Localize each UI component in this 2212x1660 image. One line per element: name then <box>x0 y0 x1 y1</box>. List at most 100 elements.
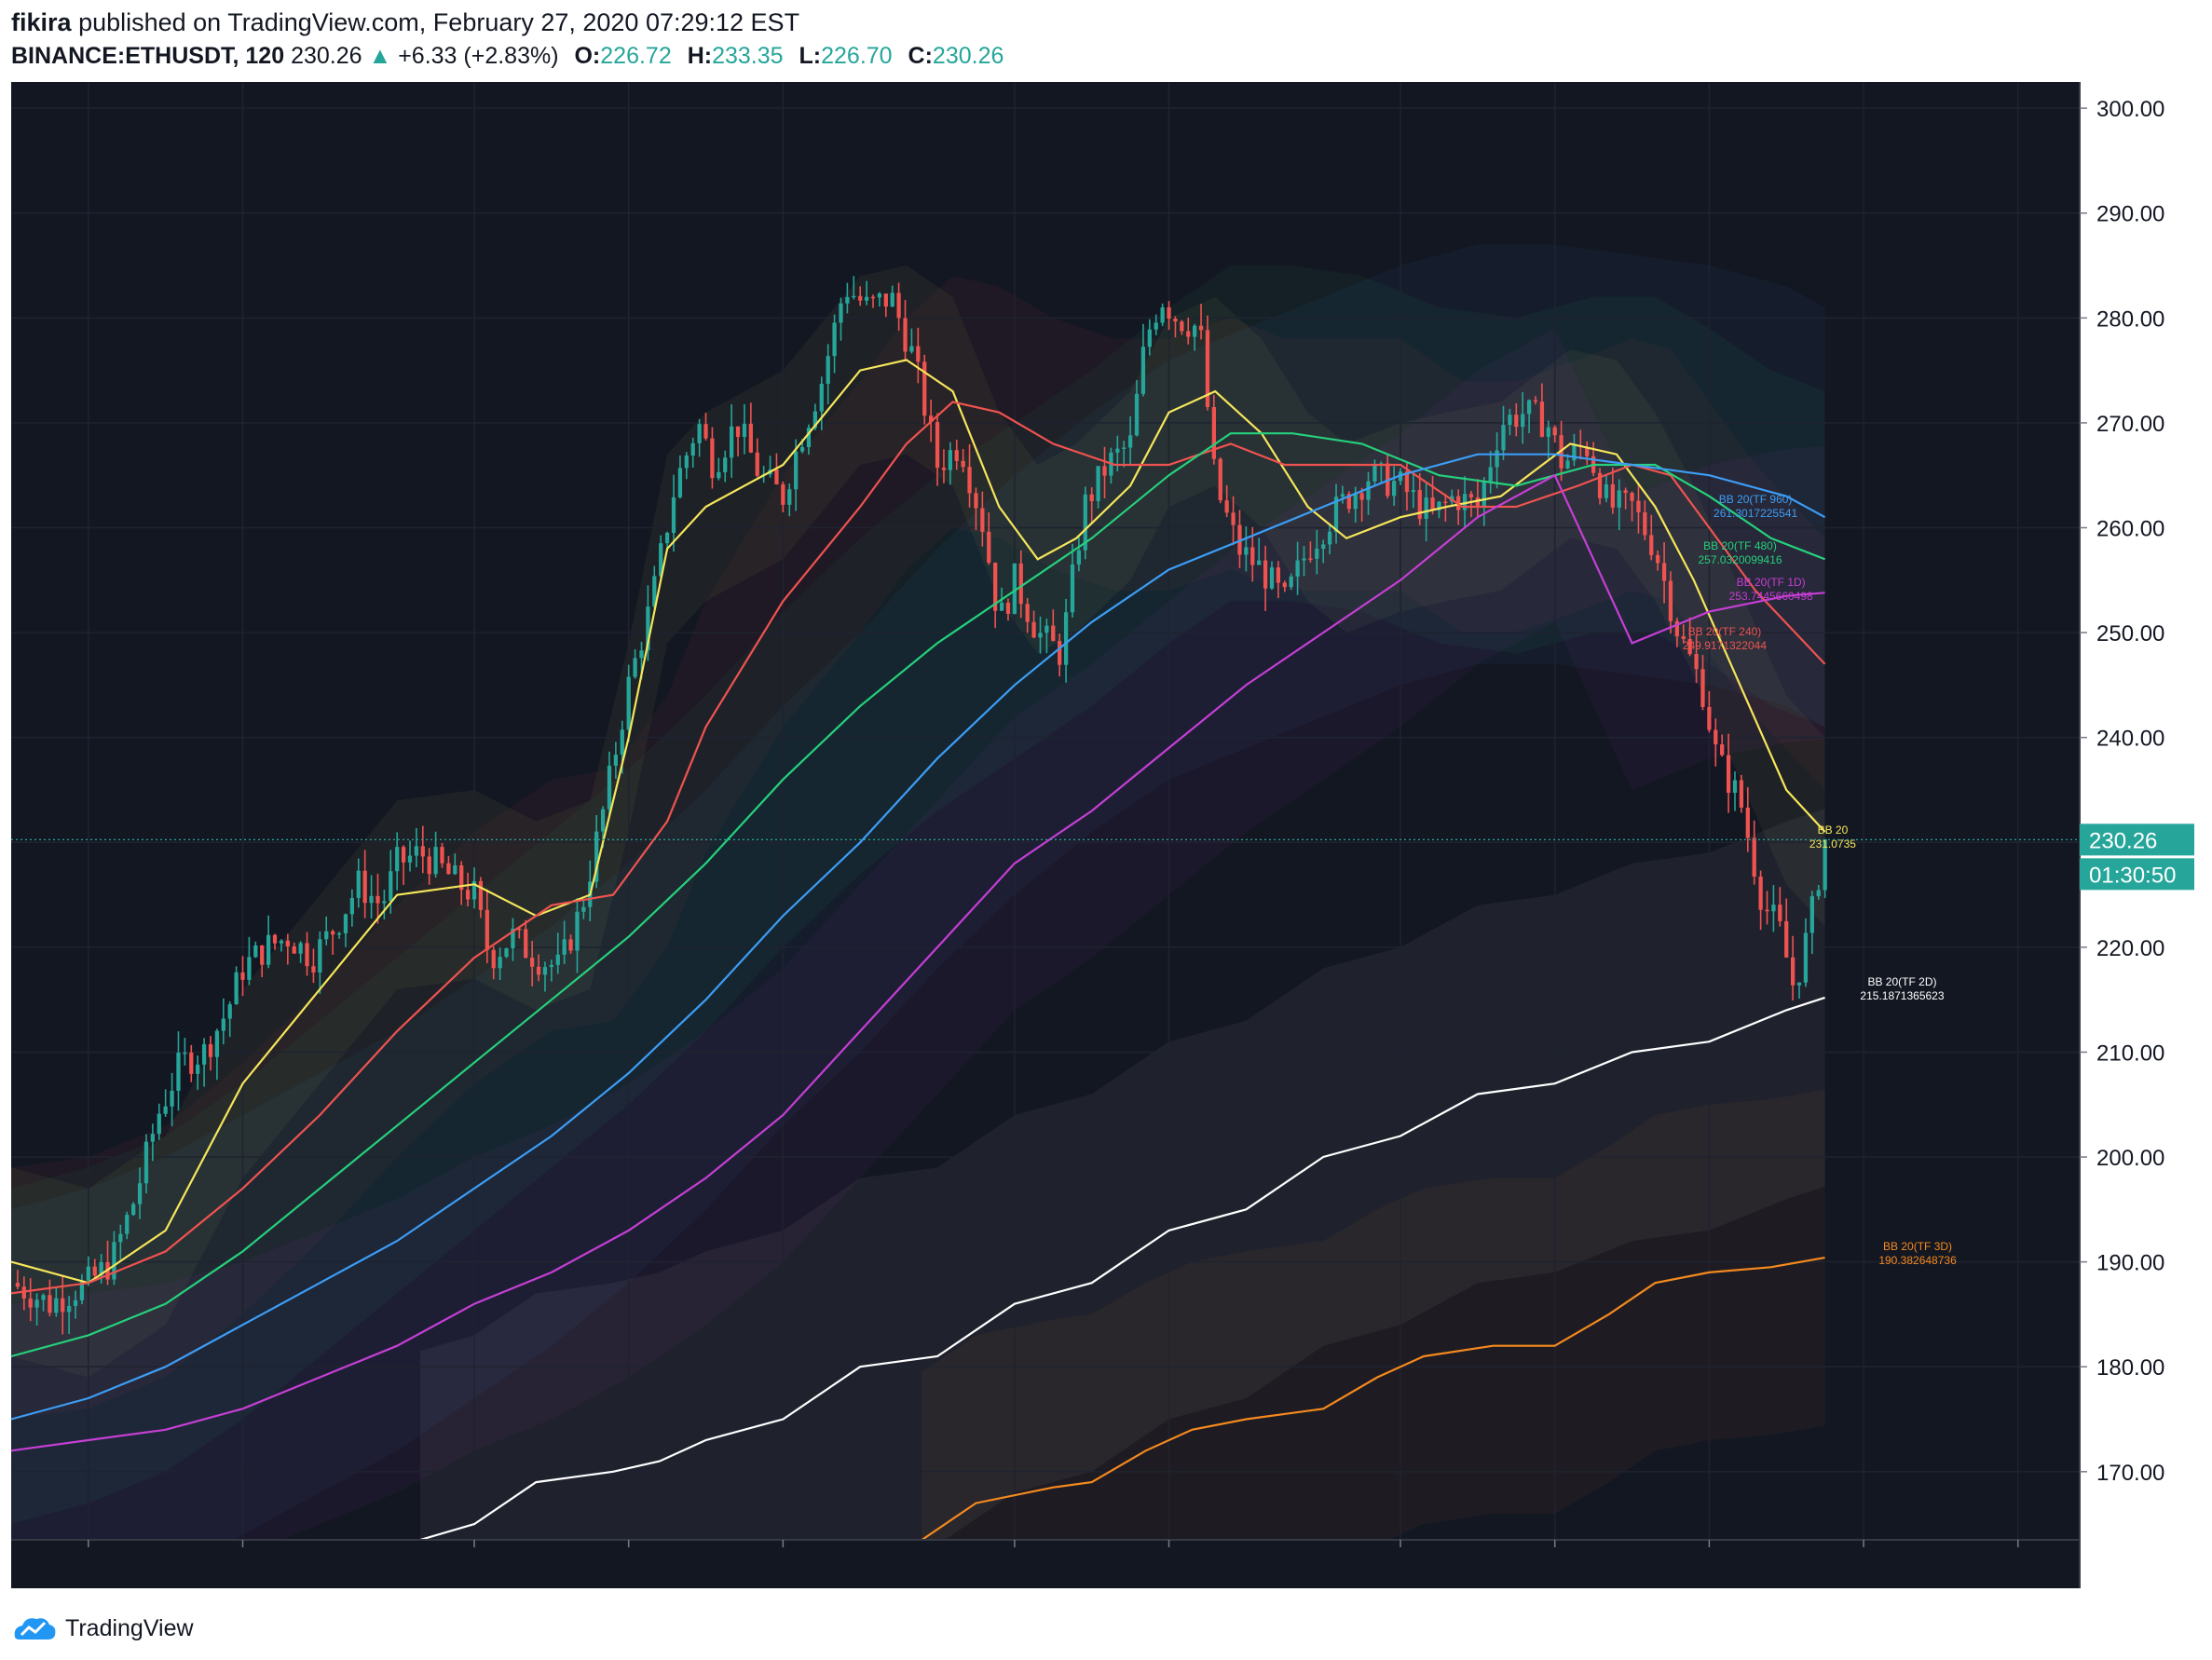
y-tick-label: 290.00 <box>2096 202 2164 227</box>
candle-body <box>1495 450 1499 468</box>
candle-body <box>1546 427 1550 437</box>
candle-body <box>1353 493 1358 510</box>
candle-body <box>491 949 496 969</box>
candle-body <box>723 457 728 472</box>
y-tick-label: 270.00 <box>2096 412 2164 437</box>
candle-body <box>266 934 271 965</box>
candle-body <box>1269 567 1275 589</box>
candle-body <box>1134 393 1140 436</box>
candle-body <box>852 295 856 298</box>
candle-body <box>1198 325 1204 331</box>
tradingview-logo-icon[interactable] <box>11 1614 58 1642</box>
author-name[interactable]: fikira <box>11 8 72 36</box>
band-fill-3 <box>11 244 1825 1540</box>
candle-body <box>845 296 850 304</box>
candle-body <box>536 966 541 975</box>
candle-body <box>1359 493 1364 500</box>
candle-body <box>1340 494 1345 497</box>
candle-body <box>459 865 464 891</box>
candle-body <box>1488 467 1493 482</box>
candle-body <box>1282 582 1287 588</box>
candle-body <box>1430 497 1435 510</box>
candle-body <box>407 855 413 863</box>
candle-body <box>433 847 438 875</box>
candle-body <box>28 1298 33 1308</box>
band-fill-2 <box>11 265 1825 1525</box>
candle-body <box>1063 612 1069 665</box>
y-tick-label: 180.00 <box>2096 1355 2164 1381</box>
candle-body <box>1636 500 1641 513</box>
candle-body <box>1623 490 1628 494</box>
candle-body <box>1745 807 1750 838</box>
candle-body <box>1521 414 1525 428</box>
candle-body <box>1778 905 1782 921</box>
open-label: O: <box>574 43 601 69</box>
candle-body <box>143 1141 149 1184</box>
time-axis[interactable]: 5 7 10 12 14 17 19 22 24 26 28 Mar <box>82 1540 2037 1581</box>
candle-body <box>498 957 502 969</box>
candle-body <box>1526 400 1532 415</box>
candle-body <box>524 929 528 959</box>
candle-body <box>517 928 522 931</box>
candle-body <box>1597 472 1603 498</box>
candle-body <box>1565 460 1570 469</box>
candle-body <box>633 658 637 677</box>
candle-body <box>427 856 431 875</box>
candle-body <box>48 1295 52 1313</box>
candle-body <box>1610 483 1615 508</box>
candle-body <box>684 456 689 469</box>
brand-name[interactable]: TradingView <box>65 1614 194 1641</box>
candle-body <box>987 531 991 564</box>
candle-body <box>1475 497 1481 507</box>
indicator-value-label: 249.9171322044 <box>1683 639 1767 652</box>
candle-body <box>1173 319 1178 322</box>
candle-body <box>819 384 824 412</box>
open-value: 226.72 <box>600 43 672 69</box>
candle-body <box>812 411 818 429</box>
y-tick-label: 240.00 <box>2096 727 2164 752</box>
indicator-value-label: 253.7445660498 <box>1729 590 1813 603</box>
candle-body <box>890 293 894 307</box>
candle-body <box>600 809 606 832</box>
candle-body <box>652 576 657 607</box>
candle-body <box>420 846 425 857</box>
band-fill-5 <box>420 809 1825 1540</box>
candle-body <box>1346 494 1351 510</box>
candle-body <box>690 442 695 456</box>
candle-body <box>1263 560 1268 589</box>
candle-body <box>1687 638 1692 655</box>
candle-body <box>305 943 309 967</box>
publish-line: fikira published on TradingView.com, Feb… <box>11 6 2154 39</box>
candle-body <box>697 424 702 443</box>
candle-body <box>1289 576 1293 588</box>
candle-body <box>626 676 631 730</box>
candle-body <box>839 303 843 323</box>
countdown-tag-text: 01:30:50 <box>2089 863 2176 888</box>
candle-body <box>1790 957 1796 986</box>
candle-body <box>272 934 278 944</box>
candle-body <box>562 939 567 955</box>
candle-body <box>530 958 535 967</box>
candle-body <box>1160 306 1165 323</box>
indicator-name-label: BB 20(TF 240) <box>1688 625 1762 638</box>
candle-body <box>1058 641 1062 665</box>
candle-body <box>787 489 792 505</box>
candle-body <box>664 532 670 544</box>
close-value: 230.26 <box>932 43 1004 69</box>
indicator-value-label: 215.1871365623 <box>1860 989 1944 1002</box>
candle-body <box>1102 466 1107 476</box>
last-price-badge: 230.26 01:30:50 <box>11 823 2194 891</box>
candle-body <box>1681 636 1686 639</box>
candle-body <box>324 931 329 940</box>
candle-body <box>1617 490 1621 508</box>
x-tick-label: Mar <box>1999 1556 2037 1581</box>
price-axis[interactable]: 300.00 290.00 280.00 270.00 260.00 250.00 240.… <box>2080 97 2164 1486</box>
candle-body <box>1649 535 1654 555</box>
candle-body <box>870 296 876 299</box>
candle-body <box>1180 321 1184 332</box>
candle-body <box>1045 625 1049 633</box>
symbol-label[interactable]: BINANCE:ETHUSDT, 120 <box>11 43 285 69</box>
candle-body <box>1302 558 1306 561</box>
candle-body <box>832 322 837 357</box>
